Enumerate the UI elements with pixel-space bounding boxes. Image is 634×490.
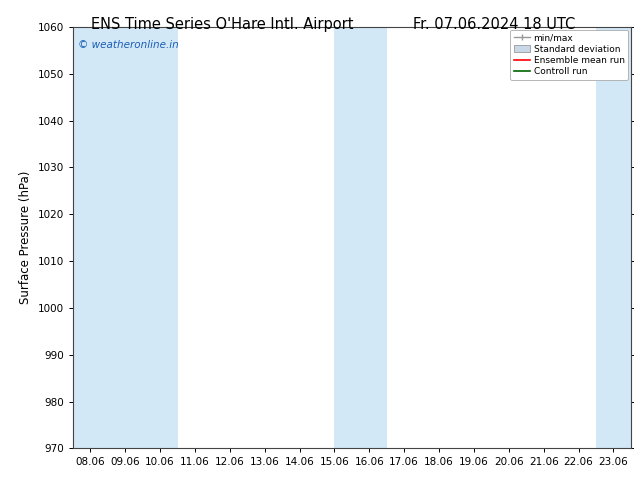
Bar (335, 27, 387, 448)
Text: ENS Time Series O'Hare Intl. Airport: ENS Time Series O'Hare Intl. Airport (91, 17, 353, 32)
Text: © weatheronline.in: © weatheronline.in (79, 40, 179, 49)
Legend: min/max, Standard deviation, Ensemble mean run, Controll run: min/max, Standard deviation, Ensemble me… (510, 30, 628, 80)
Y-axis label: Surface Pressure (hPa): Surface Pressure (hPa) (19, 171, 32, 304)
Text: Fr. 07.06.2024 18 UTC: Fr. 07.06.2024 18 UTC (413, 17, 576, 32)
Bar (596, 27, 634, 448)
Bar (108, 27, 178, 448)
Bar (73, 27, 108, 448)
